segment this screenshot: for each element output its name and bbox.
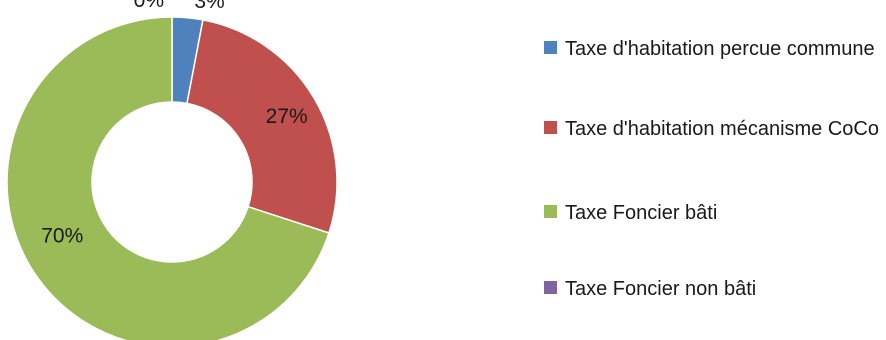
legend-item-taxe-foncier-bati: Taxe Foncier bâti <box>544 198 885 229</box>
donut-slice-2 <box>186 19 338 234</box>
legend-swatch-red <box>544 121 557 134</box>
legend-label: Taxe Foncier bâti <box>565 202 718 224</box>
legend-label: Taxe d'habitation mécanisme CoCo <box>565 118 879 140</box>
legend-item-taxe-habitation-coco: Taxe d'habitation mécanisme CoCo <box>544 114 885 145</box>
donut-slice-3 <box>6 16 330 340</box>
legend-swatch-blue <box>544 41 557 54</box>
data-label-3: 70% <box>41 224 83 247</box>
data-labels: 3% 27% 70% 0% <box>41 0 307 247</box>
legend-swatch-purple <box>544 281 557 294</box>
legend-item-taxe-habitation-commune: Taxe d'habitation percue commune <box>544 34 885 65</box>
data-label-1: 3% <box>194 0 224 13</box>
donut-slices <box>6 16 338 340</box>
data-label-2: 27% <box>266 105 308 128</box>
legend-item-taxe-foncier-non-bati: Taxe Foncier non bâti <box>544 274 885 305</box>
legend-label: Taxe Foncier non bâti <box>565 278 757 300</box>
legend-swatch-green <box>544 205 557 218</box>
legend-label: Taxe d'habitation percue commune <box>565 38 875 60</box>
data-label-4: 0% <box>134 0 164 12</box>
